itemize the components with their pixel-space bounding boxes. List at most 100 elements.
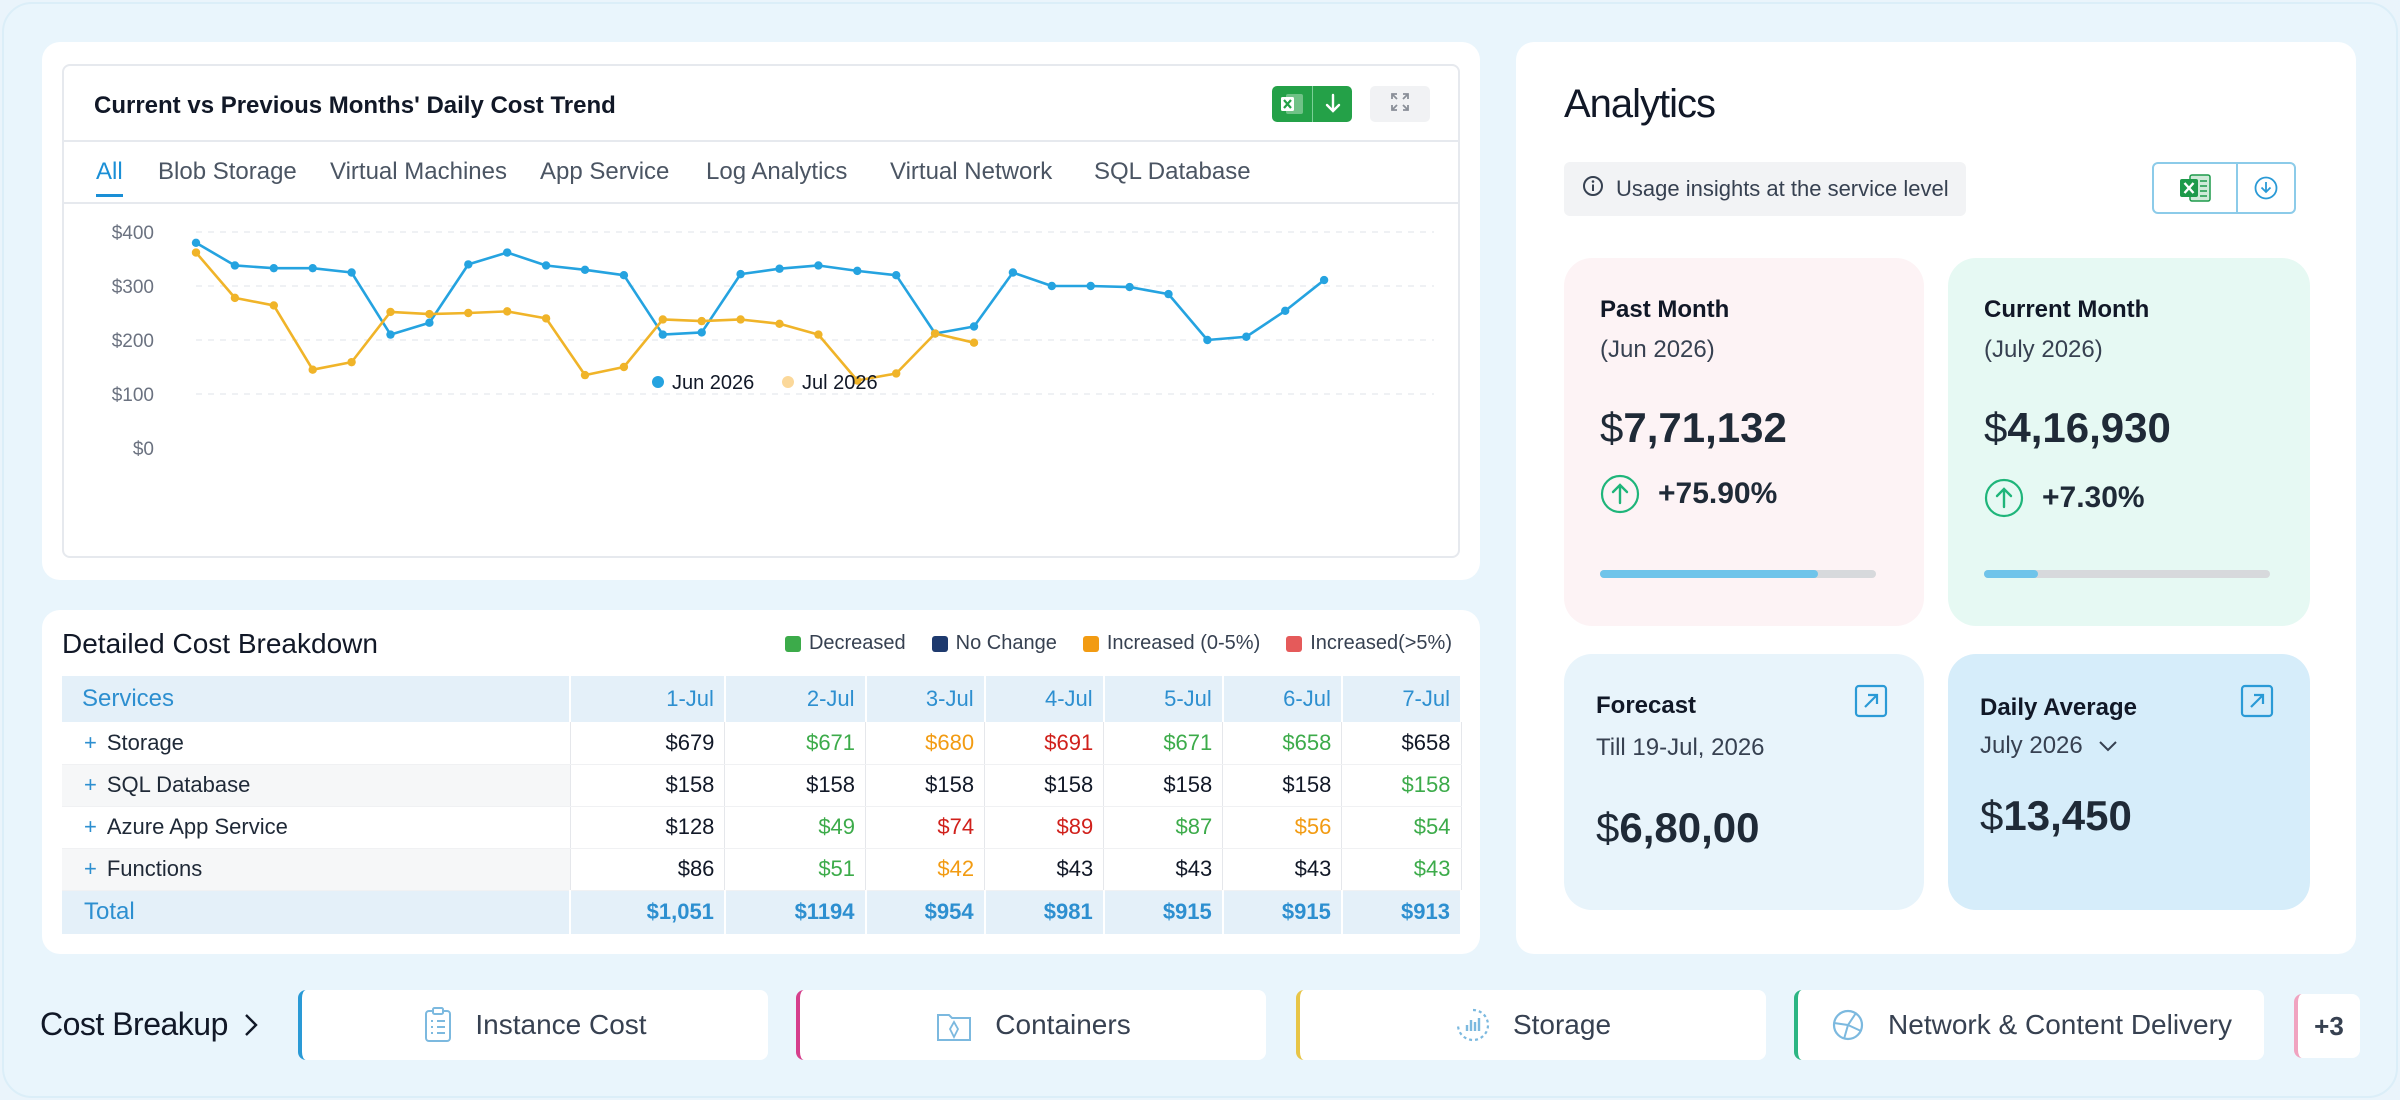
instance-cost-tile[interactable]: Instance Cost xyxy=(298,990,768,1060)
data-point[interactable] xyxy=(308,365,317,374)
data-point[interactable] xyxy=(347,268,356,277)
service-name-cell[interactable]: + SQL Database xyxy=(62,764,571,807)
data-point[interactable] xyxy=(892,271,901,280)
day-header[interactable]: 6-Jul xyxy=(1222,676,1343,722)
data-point[interactable] xyxy=(269,301,278,310)
expand-plus-icon[interactable]: + xyxy=(84,856,97,881)
data-point[interactable] xyxy=(269,263,278,273)
data-point[interactable] xyxy=(425,309,434,319)
data-point[interactable] xyxy=(697,328,706,337)
data-point[interactable] xyxy=(619,362,629,372)
kpi-amount: $7,71,132 xyxy=(1600,404,1787,452)
data-point[interactable] xyxy=(386,307,395,317)
network-tile[interactable]: Network & Content Delivery xyxy=(1794,990,2264,1060)
data-point[interactable] xyxy=(1319,275,1329,285)
more-tiles-button[interactable]: +3 xyxy=(2294,994,2360,1058)
day-header[interactable]: 2-Jul xyxy=(724,676,867,722)
data-point[interactable] xyxy=(347,357,356,367)
open-external-icon[interactable] xyxy=(2240,684,2274,723)
service-name-cell[interactable]: + Storage xyxy=(62,722,571,765)
legend-label[interactable]: Jul 2026 xyxy=(802,372,878,394)
open-external-icon[interactable] xyxy=(1854,684,1888,723)
excel-export-button[interactable] xyxy=(2154,164,2236,212)
cost-cell: $42 xyxy=(865,848,986,891)
data-point[interactable] xyxy=(580,265,590,274)
legend-label[interactable]: Jun 2026 xyxy=(672,372,754,394)
data-point[interactable] xyxy=(814,330,823,339)
day-header[interactable]: 7-Jul xyxy=(1341,676,1463,722)
tab-sql-database[interactable]: SQL Database xyxy=(1094,158,1251,185)
cost-cell: $680 xyxy=(865,722,986,765)
tab-all[interactable]: All xyxy=(96,158,123,197)
data-point[interactable] xyxy=(464,260,473,269)
data-point[interactable] xyxy=(930,329,940,338)
storage-tile[interactable]: Storage xyxy=(1296,990,1766,1060)
table-row[interactable]: + SQL Database $158 $158 $158 $158 $158 $158 $15… xyxy=(62,764,1462,807)
services-header[interactable]: Services xyxy=(62,676,571,722)
data-point[interactable] xyxy=(464,308,473,318)
day-header[interactable]: 5-Jul xyxy=(1103,676,1224,722)
data-point[interactable] xyxy=(191,238,201,247)
data-point[interactable] xyxy=(503,248,512,257)
tab-virtual-network[interactable]: Virtual Network xyxy=(890,158,1053,185)
data-point[interactable] xyxy=(1242,332,1251,341)
data-point[interactable] xyxy=(1203,335,1212,345)
analytics-card: Analytics Usage insights at the service … xyxy=(1516,42,2356,954)
data-point[interactable] xyxy=(1008,268,1018,277)
download-button[interactable] xyxy=(2236,164,2294,212)
data-point[interactable] xyxy=(541,261,551,270)
day-header[interactable]: 1-Jul xyxy=(570,676,726,722)
service-name-cell[interactable]: + Azure App Service xyxy=(62,806,571,849)
data-point[interactable] xyxy=(386,330,395,339)
cost-cell: $89 xyxy=(984,806,1105,849)
tab-blob-storage[interactable]: Blob Storage xyxy=(158,158,297,185)
data-point[interactable] xyxy=(580,370,590,380)
data-point[interactable] xyxy=(892,369,901,378)
data-point[interactable] xyxy=(736,315,745,324)
table-row[interactable]: + Azure App Service $128 $49 $74 $89 $87 $56 $54 xyxy=(62,806,1462,849)
data-point[interactable] xyxy=(1086,281,1095,291)
day-header[interactable]: 3-Jul xyxy=(865,676,986,722)
cost-cell: $158 xyxy=(1103,764,1224,807)
table-row[interactable]: + Storage $679 $671 $680 $691 $671 $658 $658 xyxy=(62,722,1462,765)
data-point[interactable] xyxy=(969,338,979,347)
table-row[interactable]: + Functions $86 $51 $42 $43 $43 $43 $43 xyxy=(62,848,1462,891)
data-point[interactable] xyxy=(1281,306,1290,316)
data-point[interactable] xyxy=(541,314,551,323)
data-point[interactable] xyxy=(853,376,862,385)
data-point[interactable] xyxy=(658,330,667,339)
data-point[interactable] xyxy=(1047,281,1056,291)
data-point[interactable] xyxy=(775,264,784,273)
data-point[interactable] xyxy=(308,263,317,273)
expand-plus-icon[interactable]: + xyxy=(84,772,97,797)
data-point[interactable] xyxy=(658,315,667,324)
data-point[interactable] xyxy=(853,266,862,276)
month-select[interactable]: July 2026 xyxy=(1980,732,2119,760)
data-point[interactable] xyxy=(697,316,706,326)
tab-virtual-machines[interactable]: Virtual Machines xyxy=(330,158,507,185)
expand-plus-icon[interactable]: + xyxy=(84,729,97,755)
data-point[interactable] xyxy=(425,318,434,327)
data-point[interactable] xyxy=(619,271,629,280)
tab-log-analytics[interactable]: Log Analytics xyxy=(706,158,848,185)
data-point[interactable] xyxy=(230,293,240,303)
kpi-change: +75.90% xyxy=(1600,474,1777,514)
cost-breakup-link[interactable]: Cost Breakup xyxy=(40,1006,260,1043)
containers-tile[interactable]: Containers xyxy=(796,990,1266,1060)
data-point[interactable] xyxy=(191,248,201,257)
data-point[interactable] xyxy=(775,319,784,328)
data-point[interactable] xyxy=(1164,289,1173,299)
day-header[interactable]: 4-Jul xyxy=(984,676,1105,722)
data-point[interactable] xyxy=(814,261,823,270)
service-name-cell[interactable]: + Functions xyxy=(62,848,571,891)
tab-app-service[interactable]: App Service xyxy=(540,158,670,185)
current-month-card: Current Month (July 2026) $4,16,930 +7.3… xyxy=(1948,258,2310,626)
data-point[interactable] xyxy=(503,307,512,316)
export-excel-button[interactable] xyxy=(1272,86,1352,122)
data-point[interactable] xyxy=(736,269,745,279)
data-point[interactable] xyxy=(230,261,240,270)
data-point[interactable] xyxy=(969,322,979,331)
expand-button[interactable] xyxy=(1370,86,1430,122)
data-point[interactable] xyxy=(1125,282,1134,292)
expand-plus-icon[interactable]: + xyxy=(84,814,97,839)
